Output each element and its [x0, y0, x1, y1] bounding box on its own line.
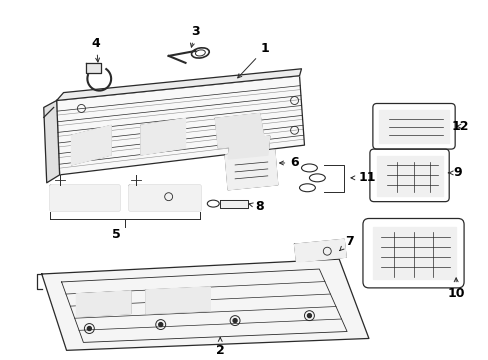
Circle shape	[233, 319, 237, 323]
Polygon shape	[43, 100, 60, 183]
Polygon shape	[294, 239, 346, 262]
Polygon shape	[378, 111, 448, 143]
Polygon shape	[57, 76, 304, 175]
Text: 6: 6	[279, 157, 298, 170]
Text: 4: 4	[92, 36, 101, 62]
Polygon shape	[41, 259, 368, 350]
Circle shape	[307, 314, 311, 318]
Text: 3: 3	[190, 24, 199, 47]
Circle shape	[87, 327, 91, 330]
Polygon shape	[145, 287, 210, 314]
Text: 2: 2	[215, 338, 224, 357]
Text: 8: 8	[248, 200, 264, 213]
Polygon shape	[220, 200, 247, 208]
Polygon shape	[57, 69, 301, 100]
Polygon shape	[76, 291, 131, 317]
Text: 5: 5	[112, 228, 120, 241]
Polygon shape	[224, 150, 277, 190]
Polygon shape	[50, 185, 119, 210]
Text: 7: 7	[339, 235, 353, 251]
Polygon shape	[372, 228, 455, 279]
Text: 10: 10	[447, 278, 464, 300]
Polygon shape	[129, 185, 200, 210]
Text: 12: 12	[450, 120, 468, 133]
Circle shape	[159, 323, 163, 327]
Polygon shape	[215, 113, 264, 148]
Polygon shape	[376, 156, 442, 196]
Text: 11: 11	[350, 171, 375, 184]
Polygon shape	[228, 136, 269, 159]
Polygon shape	[71, 125, 111, 165]
Text: 1: 1	[237, 42, 269, 78]
Text: 9: 9	[447, 166, 462, 179]
Polygon shape	[86, 63, 101, 73]
Polygon shape	[141, 118, 185, 155]
